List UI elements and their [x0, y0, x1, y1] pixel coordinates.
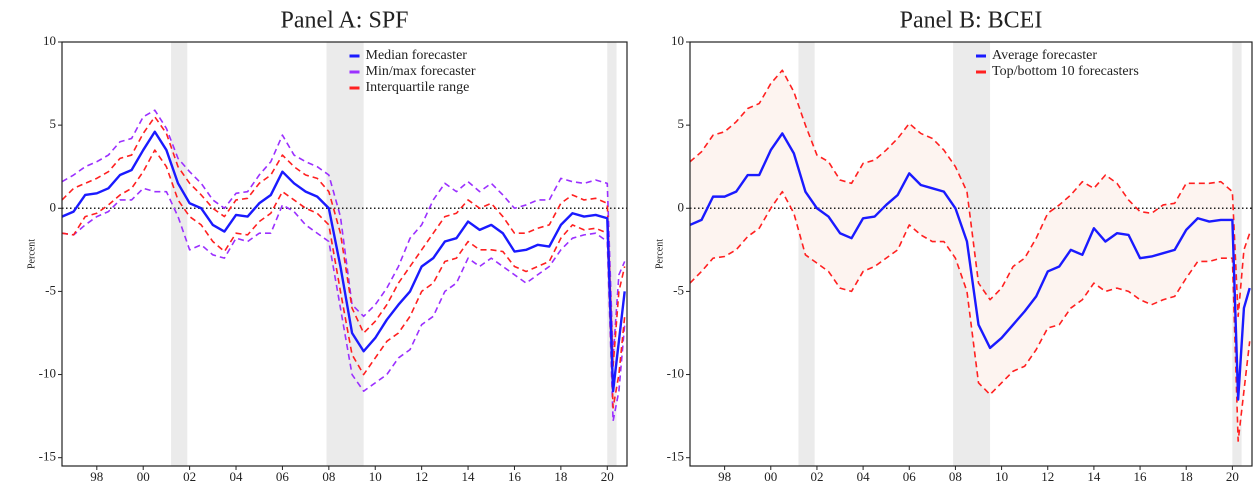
x-tick-label: 10 [369, 469, 382, 484]
plot-area [62, 42, 627, 466]
upper-line [62, 109, 626, 359]
x-tick-label: 02 [183, 469, 196, 484]
x-tick-label: 20 [1226, 469, 1239, 484]
plot-area [690, 42, 1252, 466]
x-tick-label: 12 [415, 469, 428, 484]
x-tick-label: 16 [508, 469, 522, 484]
recession-shade [171, 42, 188, 466]
series-line [62, 130, 626, 393]
upper-line [62, 116, 626, 368]
y-tick-label: -15 [667, 449, 684, 464]
x-tick-label: 04 [857, 469, 871, 484]
lower-line [62, 187, 626, 422]
y-tick-label: -5 [673, 282, 684, 297]
legend-label: Average forecaster [992, 48, 1097, 63]
x-tick-label: 98 [718, 469, 731, 484]
x-tick-label: 14 [462, 469, 476, 484]
x-tick-label: 12 [1041, 469, 1054, 484]
x-tick-label: 00 [764, 469, 777, 484]
y-axis-label: Percent [654, 239, 665, 269]
x-tick-label: 20 [601, 469, 614, 484]
x-tick-label: 98 [90, 469, 103, 484]
y-tick-label: 0 [50, 199, 57, 214]
plot-frame [689, 41, 1253, 467]
upper-line [690, 69, 1251, 318]
x-tick-label: 14 [1087, 469, 1101, 484]
recession-shade [607, 42, 617, 466]
chart-title: Panel A: SPF [280, 8, 408, 34]
legend-label: Interquartile range [366, 80, 470, 95]
y-tick-label: -10 [39, 366, 56, 381]
x-tick-label: 06 [276, 469, 290, 484]
x-tick-label: 04 [230, 469, 244, 484]
y-tick-label: 0 [678, 199, 685, 214]
series-line [690, 132, 1251, 401]
x-tick-label: 02 [810, 469, 823, 484]
plot-frame [61, 41, 628, 467]
recession-shade [1232, 42, 1242, 466]
y-tick-label: -15 [39, 449, 56, 464]
lower-line [690, 190, 1251, 442]
x-tick-label: 16 [1134, 469, 1148, 484]
legend-label: Median forecaster [366, 48, 468, 63]
x-tick-label: 08 [949, 469, 962, 484]
y-tick-label: 5 [50, 116, 57, 131]
x-tick-label: 10 [995, 469, 1008, 484]
chart-title: Panel B: BCEI [900, 8, 1043, 34]
y-tick-label: -5 [45, 282, 56, 297]
x-tick-label: 18 [1180, 469, 1193, 484]
y-tick-label: 10 [43, 33, 56, 48]
x-tick-label: 08 [322, 469, 335, 484]
y-tick-label: 5 [678, 116, 685, 131]
lower-line [62, 149, 626, 409]
x-tick-label: 06 [903, 469, 917, 484]
x-tick-label: 00 [137, 469, 150, 484]
x-tick-label: 18 [554, 469, 567, 484]
legend-label: Top/bottom 10 forecasters [992, 64, 1139, 79]
y-tick-label: -10 [667, 366, 684, 381]
y-axis-label: Percent [26, 239, 37, 269]
y-tick-label: 10 [671, 33, 684, 48]
legend-label: Min/max forecaster [366, 64, 476, 79]
